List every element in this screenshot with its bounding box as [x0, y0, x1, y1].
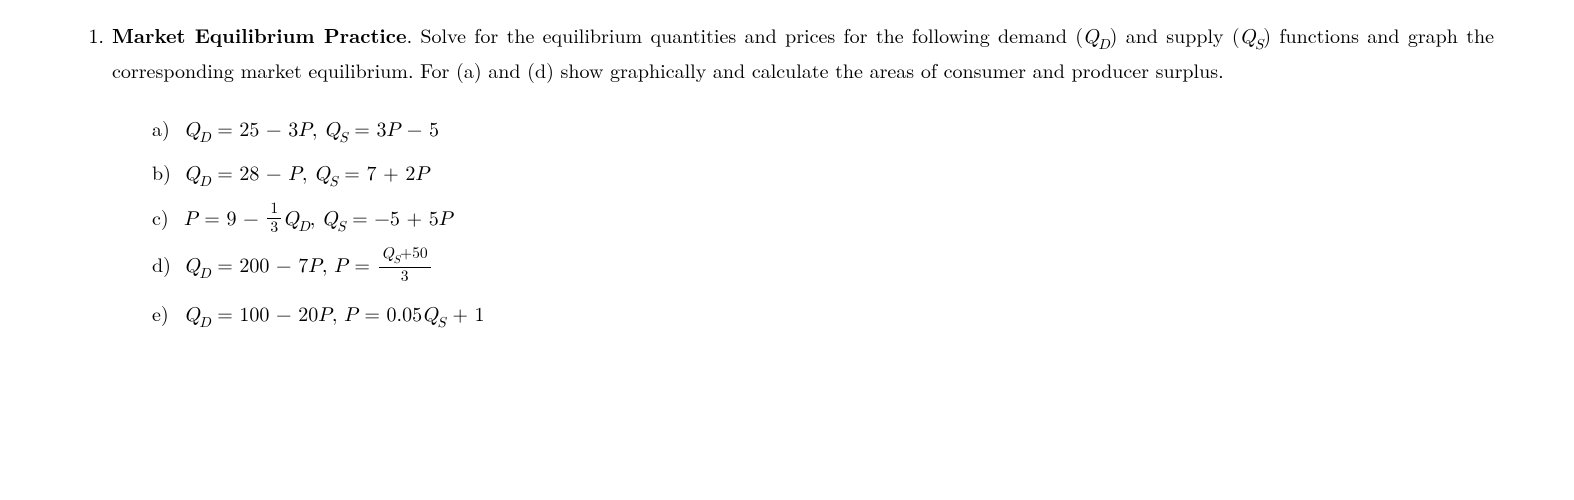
e-qs: Q	[422, 305, 438, 325]
c-frac-den: 3	[267, 219, 281, 236]
e-tail: + 1	[446, 305, 485, 325]
problem-number: 1.	[80, 20, 112, 50]
d-frac-num: QS+50	[379, 246, 431, 268]
a-p2: P	[387, 120, 401, 140]
e-eq1: = 100 − 20	[211, 305, 319, 325]
b-p1: P	[288, 164, 302, 184]
d-qd-sub: D	[200, 266, 211, 281]
subpart-label-e: e)	[152, 298, 184, 328]
d-p1: P	[308, 256, 322, 276]
c-qs: Q	[322, 209, 338, 229]
subpart-c-equation: P = 9 − 13QD, QS = −5 + 5P	[184, 203, 452, 239]
b-p2: P	[415, 164, 429, 184]
qd-letter: Q	[1083, 27, 1099, 47]
e-qd-sub: D	[200, 315, 211, 330]
d-p-lhs: P	[334, 256, 348, 276]
a-eq1: = 25 − 3	[211, 120, 299, 140]
d-qd: Q	[184, 256, 200, 276]
b-sep: ,	[302, 164, 314, 184]
c-qd: Q	[283, 209, 299, 229]
c-p: P	[184, 209, 198, 229]
subpart-a-equation: QD = 25 − 3P, QS = 3P − 5	[184, 115, 439, 148]
e-eq2: = 0.05	[358, 305, 422, 325]
e-sep: ,	[332, 305, 344, 325]
subpart-label-a: a)	[152, 113, 184, 143]
a-qd-sub: D	[200, 130, 211, 145]
c-p2: P	[439, 209, 453, 229]
c-qd-sub: D	[299, 219, 310, 234]
qd-subscript: D	[1099, 37, 1110, 52]
a-eq2: = 3	[348, 120, 387, 140]
e-qs-sub: S	[438, 315, 446, 330]
subpart-e-equation: QD = 100 − 20P, P = 0.05QS + 1	[184, 300, 485, 333]
e-p-lhs: P	[344, 305, 358, 325]
qs-letter: Q	[1240, 27, 1256, 47]
subpart-d-equation: QD = 200 − 7P, P = QS+503	[184, 248, 433, 287]
d-fraction: QS+503	[379, 246, 431, 285]
d-frac-sub: S	[394, 255, 400, 266]
d-eq1: = 200 − 7	[211, 256, 309, 276]
intro-text-1: . Solve for the equilibrium quantities a…	[407, 20, 1083, 49]
a-tail: − 5	[400, 120, 439, 140]
a-sep: ,	[312, 120, 324, 140]
c-qs-sub: S	[337, 219, 345, 234]
e-qd: Q	[184, 305, 200, 325]
b-qs-sub: S	[330, 174, 338, 189]
b-qd-sub: D	[200, 174, 211, 189]
intro-text-2: ) and supply (	[1110, 20, 1240, 49]
c-eq2: = −5 + 5	[345, 209, 438, 229]
c-frac-num: 1	[267, 201, 281, 219]
c-fraction: 13	[267, 201, 281, 237]
e-p1: P	[318, 305, 332, 325]
a-qs-sub: S	[340, 130, 348, 145]
problem-container: 1. Market Equilibrium Practice. Solve fo…	[80, 20, 1494, 342]
qs-subscript: S	[1255, 37, 1263, 52]
d-frac-q: Q	[382, 246, 394, 262]
subpart-d: d) QD = 200 − 7P, P = QS+503	[152, 248, 1494, 287]
subparts-list: a) QD = 25 − 3P, QS = 3P − 5 b) QD = 28 …	[112, 113, 1494, 333]
d-eq2: =	[348, 256, 377, 276]
c-sep: ,	[310, 209, 322, 229]
b-qs: Q	[314, 164, 330, 184]
b-eq2: = 7 + 2	[338, 164, 416, 184]
problem-title: Market Equilibrium Practice	[112, 20, 407, 49]
subpart-label-c: c)	[152, 202, 184, 232]
problem-body: Market Equilibrium Practice. Solve for t…	[112, 20, 1494, 342]
d-frac-den: 3	[379, 268, 431, 285]
d-frac-tail: +50	[400, 246, 428, 262]
b-qd: Q	[184, 164, 200, 184]
problem-intro: Market Equilibrium Practice. Solve for t…	[112, 20, 1494, 85]
c-eq1: = 9 −	[198, 209, 266, 229]
a-p1: P	[298, 120, 312, 140]
subpart-a: a) QD = 25 − 3P, QS = 3P − 5	[152, 113, 1494, 148]
d-sep: ,	[322, 256, 334, 276]
qd-symbol: QD	[1083, 27, 1110, 47]
subpart-b: b) QD = 28 − P, QS = 7 + 2P	[152, 157, 1494, 192]
subpart-label-b: b)	[152, 157, 184, 187]
qs-symbol: QS	[1240, 27, 1264, 47]
subpart-c: c) P = 9 − 13QD, QS = −5 + 5P	[152, 202, 1494, 239]
a-qs: Q	[324, 120, 340, 140]
subpart-e: e) QD = 100 − 20P, P = 0.05QS + 1	[152, 298, 1494, 333]
subpart-label-d: d)	[152, 249, 184, 279]
a-qd: Q	[184, 120, 200, 140]
subpart-b-equation: QD = 28 − P, QS = 7 + 2P	[184, 159, 429, 192]
b-eq1: = 28 −	[211, 164, 289, 184]
